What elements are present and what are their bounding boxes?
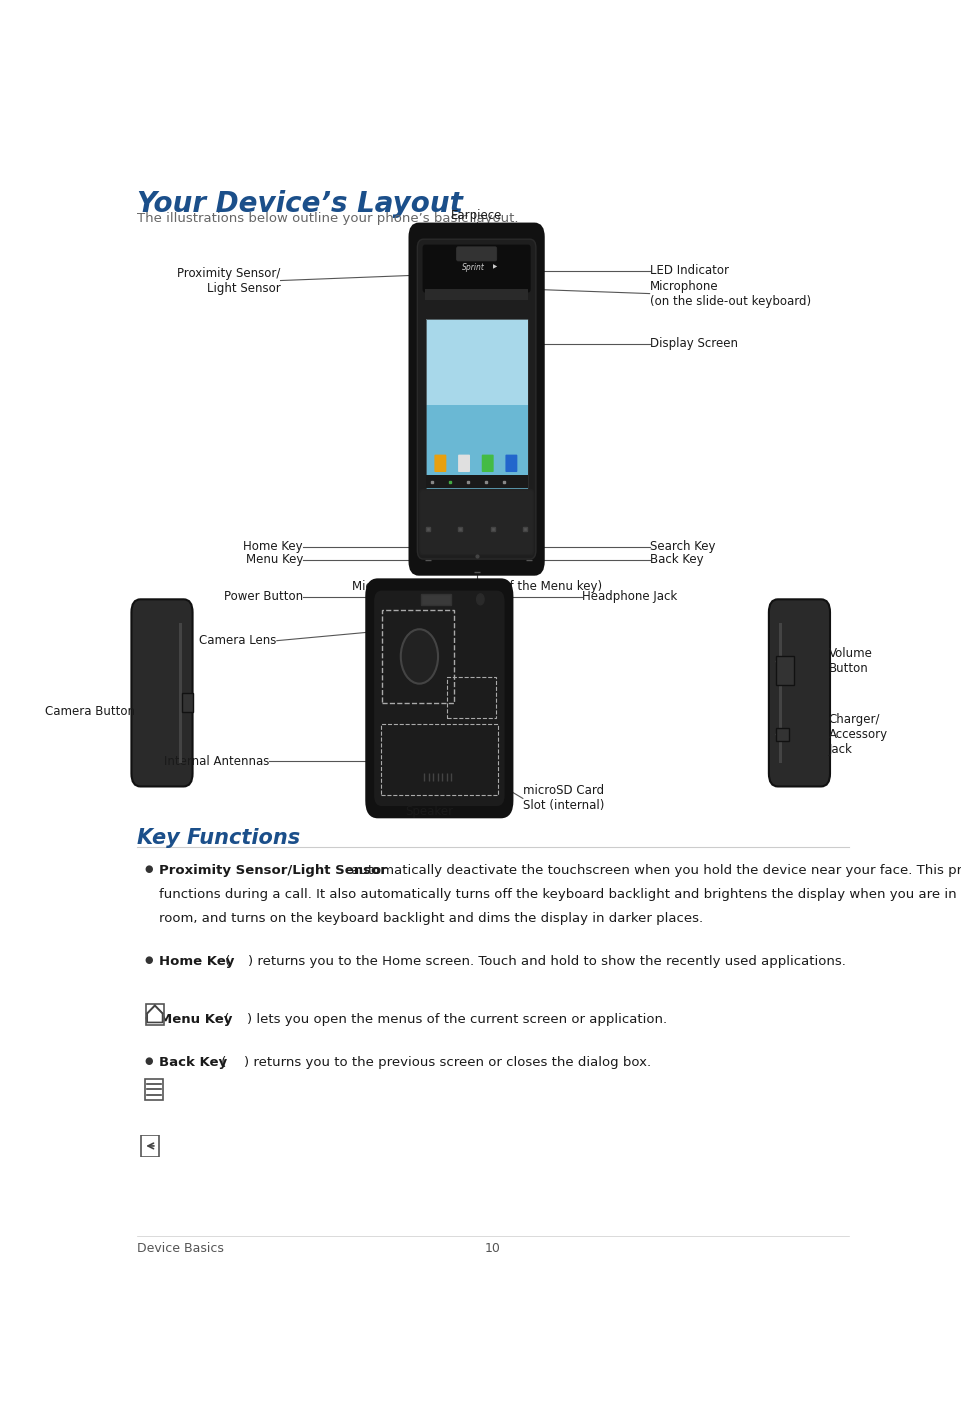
Text: Headphone Jack: Headphone Jack [582,591,678,603]
Bar [179,623,182,763]
Text: ) returns you to the Home screen. Touch and hold to show the recently used appli: ) returns you to the Home screen. Touch … [248,955,845,968]
Text: Microphone
(on the slide-out keyboard): Microphone (on the slide-out keyboard) [649,280,810,308]
Bar [776,728,788,742]
FancyBboxPatch shape [374,591,505,805]
Text: Charger/
Accessory
Jack: Charger/ Accessory Jack [827,712,887,756]
Text: ●: ● [144,955,153,965]
Text: Internal Antennas: Internal Antennas [163,755,269,767]
Text: automatically deactivate the touchscreen when you hold the device near your face: automatically deactivate the touchscreen… [347,863,961,876]
Circle shape [401,629,437,684]
Circle shape [406,637,432,675]
Text: Device Basics: Device Basics [136,1242,223,1255]
FancyBboxPatch shape [505,455,517,472]
Text: ●: ● [144,1057,153,1067]
Text: ●: ● [144,1013,153,1023]
Text: Key Functions: Key Functions [136,828,300,848]
Text: LED Indicator: LED Indicator [649,264,727,277]
Text: Your Device’s Layout: Your Device’s Layout [136,191,462,218]
Text: Microphone (on the back of the Menu key): Microphone (on the back of the Menu key) [351,579,601,592]
Text: Volume
Button: Volume Button [827,647,872,675]
Text: Home Key: Home Key [243,540,303,552]
Bar [382,610,454,702]
Bar [182,692,193,712]
Bar [420,593,450,605]
Text: ●: ● [144,863,153,873]
Text: ) returns you to the previous screen or closes the dialog box.: ) returns you to the previous screen or … [244,1057,651,1070]
Text: Display Screen: Display Screen [649,338,737,350]
FancyBboxPatch shape [457,455,470,472]
Bar [425,290,528,300]
FancyBboxPatch shape [434,455,446,472]
Text: Proximity Sensor/
Light Sensor: Proximity Sensor/ Light Sensor [177,267,281,294]
Bar [446,677,496,718]
FancyBboxPatch shape [132,599,192,787]
Bar [425,318,528,404]
Text: (: ( [217,1057,226,1070]
Text: room, and turns on the keyboard backlight and dims the display in darker places.: room, and turns on the keyboard backligh… [159,911,702,924]
FancyBboxPatch shape [422,244,530,292]
Text: Camera Button: Camera Button [45,705,135,718]
FancyBboxPatch shape [366,579,511,817]
Text: Sprint: Sprint [461,263,483,271]
Circle shape [410,643,428,670]
FancyBboxPatch shape [409,223,543,574]
Text: ▶: ▶ [493,264,497,268]
Text: 10: 10 [484,1242,501,1255]
Circle shape [476,593,483,605]
FancyBboxPatch shape [419,489,533,555]
Text: ) lets you open the menus of the current screen or application.: ) lets you open the menus of the current… [247,1013,666,1026]
Text: Menu Key: Menu Key [159,1013,233,1026]
Bar [381,723,498,796]
Text: (: ( [220,1013,230,1026]
Text: Proximity Sensor/Light Sensor: Proximity Sensor/Light Sensor [159,863,386,876]
Text: Home Key: Home Key [159,955,234,968]
Bar [425,404,528,490]
Text: Search Key: Search Key [649,540,714,552]
Bar [778,623,781,763]
Text: The illustrations below outline your phone’s basic layout.: The illustrations below outline your pho… [136,212,518,225]
FancyBboxPatch shape [417,239,535,560]
Circle shape [414,650,424,663]
Text: Camera Lens: Camera Lens [199,634,277,647]
Text: (: ( [221,955,230,968]
Text: Earpiece: Earpiece [451,209,502,222]
Text: Back Key: Back Key [649,552,702,567]
FancyBboxPatch shape [456,247,496,261]
Bar [425,475,528,489]
Text: Speaker: Speaker [406,805,454,818]
Bar [776,656,793,685]
Text: functions during a call. It also automatically turns off the keyboard backlight : functions during a call. It also automat… [159,887,961,900]
FancyBboxPatch shape [768,599,829,787]
Bar [425,318,528,490]
Text: Power Button: Power Button [224,591,303,603]
Text: Menu Key: Menu Key [245,552,303,567]
Text: Back Key: Back Key [159,1057,227,1070]
FancyBboxPatch shape [481,455,493,472]
Text: microSD Card
Slot (internal): microSD Card Slot (internal) [523,784,604,812]
